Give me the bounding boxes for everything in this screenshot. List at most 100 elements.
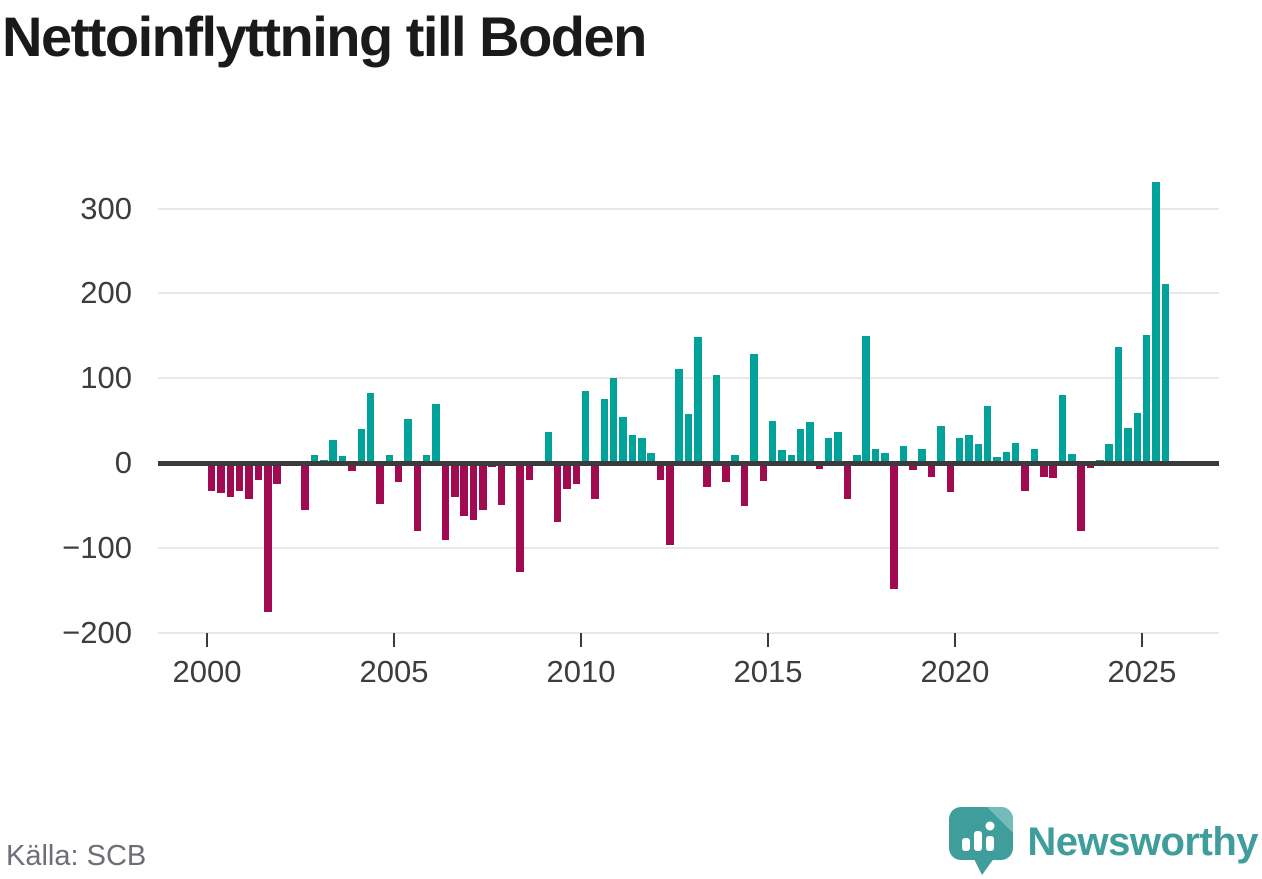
bar <box>422 454 431 463</box>
bar <box>413 463 422 531</box>
y-axis-tick-label: −200 <box>62 614 132 650</box>
zero-baseline <box>158 460 1219 466</box>
bar <box>881 452 889 463</box>
bar <box>834 432 842 463</box>
bar <box>479 463 487 510</box>
y-axis-tick-label: 200 <box>80 275 132 311</box>
bar <box>815 463 824 469</box>
bar <box>712 374 721 463</box>
y-axis-tick-label: 300 <box>80 190 132 226</box>
bar <box>329 440 337 463</box>
x-axis-tick-mark <box>1140 633 1143 647</box>
bar <box>264 463 272 613</box>
x-axis-tick-label: 2010 <box>546 654 616 689</box>
bar <box>993 457 1001 463</box>
bar <box>862 335 870 463</box>
bar <box>385 454 394 463</box>
bar <box>974 443 983 463</box>
x-axis-tick-label: 2000 <box>172 654 242 689</box>
bar <box>525 463 534 480</box>
bar <box>824 438 833 463</box>
bar <box>937 425 945 463</box>
bar <box>1049 463 1057 479</box>
bar <box>853 455 861 463</box>
bar <box>572 463 581 485</box>
bar <box>768 420 777 463</box>
bar <box>497 463 506 506</box>
bar <box>1133 412 1141 463</box>
bar <box>404 418 412 463</box>
bar <box>675 368 683 463</box>
bar <box>226 463 235 497</box>
bar <box>1030 449 1039 463</box>
bar <box>451 463 459 497</box>
bar <box>731 455 739 463</box>
bar <box>843 463 852 499</box>
bar <box>609 378 618 463</box>
bar <box>1105 444 1113 463</box>
bar <box>366 393 375 463</box>
bar <box>1142 335 1151 463</box>
bar <box>890 463 898 590</box>
bar <box>778 450 786 463</box>
bar <box>918 448 926 463</box>
bar <box>235 463 244 491</box>
bar <box>600 398 609 463</box>
x-axis-tick-label: 2025 <box>1107 654 1177 689</box>
bar <box>1114 346 1123 463</box>
bar <box>432 403 440 463</box>
bar <box>656 463 665 480</box>
bar <box>666 463 674 546</box>
bar <box>899 446 908 463</box>
x-axis-tick-mark <box>579 633 582 647</box>
bar <box>1068 453 1076 463</box>
y-gridline <box>158 377 1219 380</box>
bar <box>909 463 917 470</box>
bar <box>628 435 637 463</box>
bar <box>638 438 646 463</box>
bar <box>955 438 964 463</box>
bar <box>750 353 758 463</box>
bar <box>740 463 749 507</box>
bar <box>310 455 319 463</box>
bar <box>1058 395 1067 463</box>
bar <box>1161 284 1170 463</box>
newsworthy-logo-icon <box>949 807 1014 875</box>
bar <box>544 431 552 463</box>
y-axis-tick-label: −100 <box>62 529 132 565</box>
x-axis-tick-mark <box>393 633 395 647</box>
bar <box>516 463 524 573</box>
bar <box>927 463 936 477</box>
x-axis-tick-mark <box>206 633 209 647</box>
chart-title: Nettoinflyttning till Boden <box>2 5 647 68</box>
bar <box>1124 428 1132 463</box>
bar <box>787 455 796 463</box>
bar <box>1040 463 1048 478</box>
bar <box>703 463 711 487</box>
bar <box>1021 463 1029 491</box>
bar <box>348 463 356 471</box>
bar <box>591 463 599 499</box>
bar <box>946 463 955 492</box>
bar <box>619 417 627 463</box>
source-note: Källa: SCB <box>6 840 147 872</box>
bar <box>376 463 384 504</box>
bar <box>245 463 253 499</box>
x-axis-tick-mark <box>953 633 956 647</box>
y-gridline <box>158 207 1219 210</box>
bar <box>871 449 880 463</box>
bar <box>254 463 263 480</box>
newsworthy-branding: Newsworthy <box>949 807 1258 876</box>
x-axis-tick-mark <box>766 633 769 647</box>
bar <box>965 435 973 463</box>
bar <box>1152 182 1160 463</box>
bar <box>983 406 992 463</box>
bar <box>684 413 693 463</box>
bar <box>460 463 468 517</box>
bar <box>581 390 590 463</box>
bar <box>553 463 562 523</box>
bar <box>806 422 814 463</box>
bar <box>694 336 702 463</box>
